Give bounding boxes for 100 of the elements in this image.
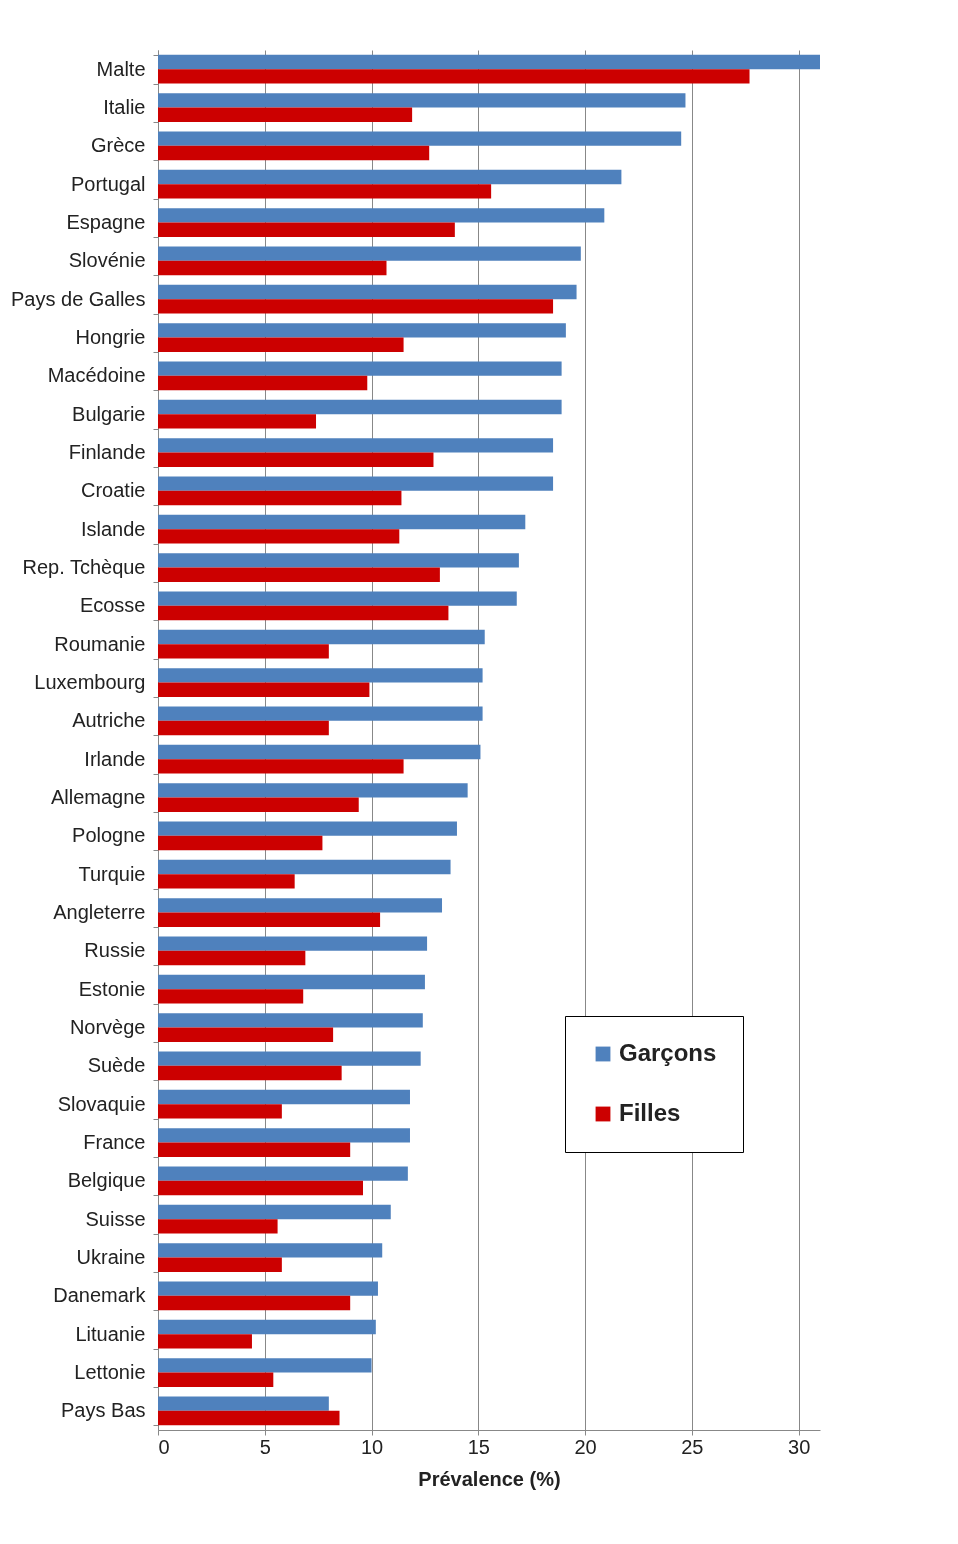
x-tick-label: 10 [360, 1435, 384, 1458]
bar [158, 1089, 410, 1105]
y-tick-label: Malte [96, 57, 146, 80]
y-tick-label: Hongrie [75, 326, 146, 348]
bar [158, 1013, 423, 1028]
y-tick-label: Slovénie [68, 249, 146, 272]
bar [158, 514, 526, 530]
x-tick-label: 30 [788, 1435, 811, 1458]
y-tick-label: Slovaquie [57, 1092, 146, 1115]
y-tick-label: Ukraine [76, 1246, 146, 1268]
y-tick-label: Ecosse [79, 594, 146, 617]
y-tick-label: Suède [87, 1054, 146, 1077]
bar [158, 1334, 252, 1349]
bar [158, 1104, 282, 1119]
y-tick-label: Danemark [53, 1284, 147, 1307]
bar [158, 974, 425, 990]
bar [158, 452, 434, 467]
bar [158, 54, 820, 70]
x-tick-label: 0 [158, 1435, 170, 1458]
y-tick-label: Lettonie [74, 1361, 146, 1383]
y-tick-label: Estonie [78, 977, 146, 1000]
bar [158, 1065, 342, 1081]
bar [158, 399, 562, 415]
y-tick-label: Pays de Galles [10, 287, 146, 310]
bar [158, 93, 686, 108]
y-tick-label: Grèce [91, 134, 146, 157]
y-tick-label: Islande [81, 517, 146, 540]
bar [158, 706, 483, 721]
bar [158, 567, 440, 582]
y-tick-label: Russie [84, 939, 146, 962]
bar [158, 1243, 383, 1258]
bar [158, 912, 381, 927]
y-tick-label: Croatie [81, 479, 146, 502]
bar [158, 222, 455, 237]
bar [158, 337, 404, 352]
y-tick-label: Turquie [78, 862, 146, 885]
y-tick-label: Belgique [67, 1169, 146, 1192]
x-tick-label: 5 [259, 1435, 271, 1458]
y-tick-label: Macédoine [47, 364, 146, 387]
x-axis-title: Prévalence (%) [418, 1467, 561, 1490]
x-tick-label: 15 [467, 1435, 490, 1458]
bar [158, 1204, 391, 1220]
bar [158, 476, 554, 491]
bar [158, 950, 306, 966]
y-tick-label: Norvège [69, 1016, 146, 1038]
y-tick-label: Irlande [84, 747, 146, 770]
bar [158, 1372, 274, 1387]
bar [158, 1281, 378, 1296]
bar [158, 131, 682, 146]
bar [158, 591, 517, 606]
legend-label: Filles [619, 1099, 681, 1126]
bar [158, 208, 605, 223]
bar [158, 107, 413, 122]
bar [158, 246, 581, 261]
bar [158, 69, 750, 84]
legend-label: Garçons [619, 1039, 717, 1066]
bar [158, 375, 368, 391]
y-tick-label: Roumanie [54, 632, 146, 655]
y-tick-label: Espagne [66, 211, 146, 233]
y-tick-label: Finlande [68, 441, 146, 463]
bar [158, 1358, 372, 1373]
bar [158, 797, 359, 812]
bar [158, 361, 562, 376]
bar [158, 1180, 364, 1196]
bar [158, 1051, 421, 1066]
y-tick-label: Autriche [72, 709, 146, 732]
bar [158, 668, 483, 683]
bar [158, 874, 295, 889]
bar [158, 759, 404, 774]
bar [158, 821, 457, 836]
bar [158, 644, 329, 659]
y-tick-label: Suisse [85, 1207, 146, 1230]
bar [158, 1128, 410, 1143]
y-tick-label: Italie [103, 96, 146, 118]
y-tick-label: Pologne [72, 824, 146, 847]
bar [158, 744, 481, 760]
bar [158, 529, 400, 544]
y-tick-label: Lituanie [75, 1322, 146, 1345]
y-tick-label: Luxembourg [34, 671, 146, 693]
bar [158, 414, 317, 429]
y-tick-label: Angleterre [53, 901, 146, 923]
bar [158, 629, 485, 645]
x-tick-label: 20 [574, 1435, 597, 1458]
bar [158, 720, 329, 736]
bar [158, 783, 468, 798]
bar [158, 323, 566, 338]
bar [158, 438, 554, 453]
bar [158, 1219, 278, 1234]
bar [158, 145, 430, 161]
bar [158, 1410, 340, 1426]
bar [158, 184, 492, 199]
bar [158, 299, 554, 314]
bar [158, 1257, 282, 1272]
bar [158, 859, 451, 875]
bar [158, 1166, 408, 1181]
y-tick-label: Portugal [71, 172, 146, 195]
bar [158, 1295, 351, 1311]
bar [158, 898, 443, 913]
y-tick-label: Rep. Tchèque [22, 556, 146, 578]
bar [158, 169, 622, 185]
